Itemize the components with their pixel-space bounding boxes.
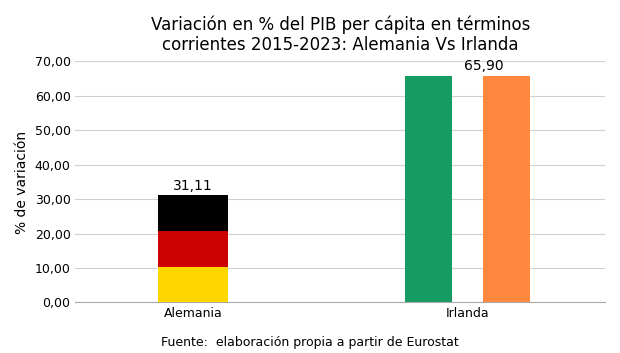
- Text: Fuente:  elaboración propia a partir de Eurostat: Fuente: elaboración propia a partir de E…: [161, 336, 459, 349]
- Text: 65,90: 65,90: [464, 59, 503, 73]
- Title: Variación en % del PIB per cápita en términos
corrientes 2015-2023: Alemania Vs : Variación en % del PIB per cápita en tér…: [151, 15, 530, 54]
- Bar: [484, 76, 531, 303]
- Text: 31,11: 31,11: [173, 179, 213, 193]
- Bar: [405, 76, 452, 303]
- Bar: [158, 231, 228, 267]
- Y-axis label: % de variación: % de variación: [15, 130, 29, 234]
- Bar: [158, 267, 228, 303]
- Bar: [158, 195, 228, 231]
